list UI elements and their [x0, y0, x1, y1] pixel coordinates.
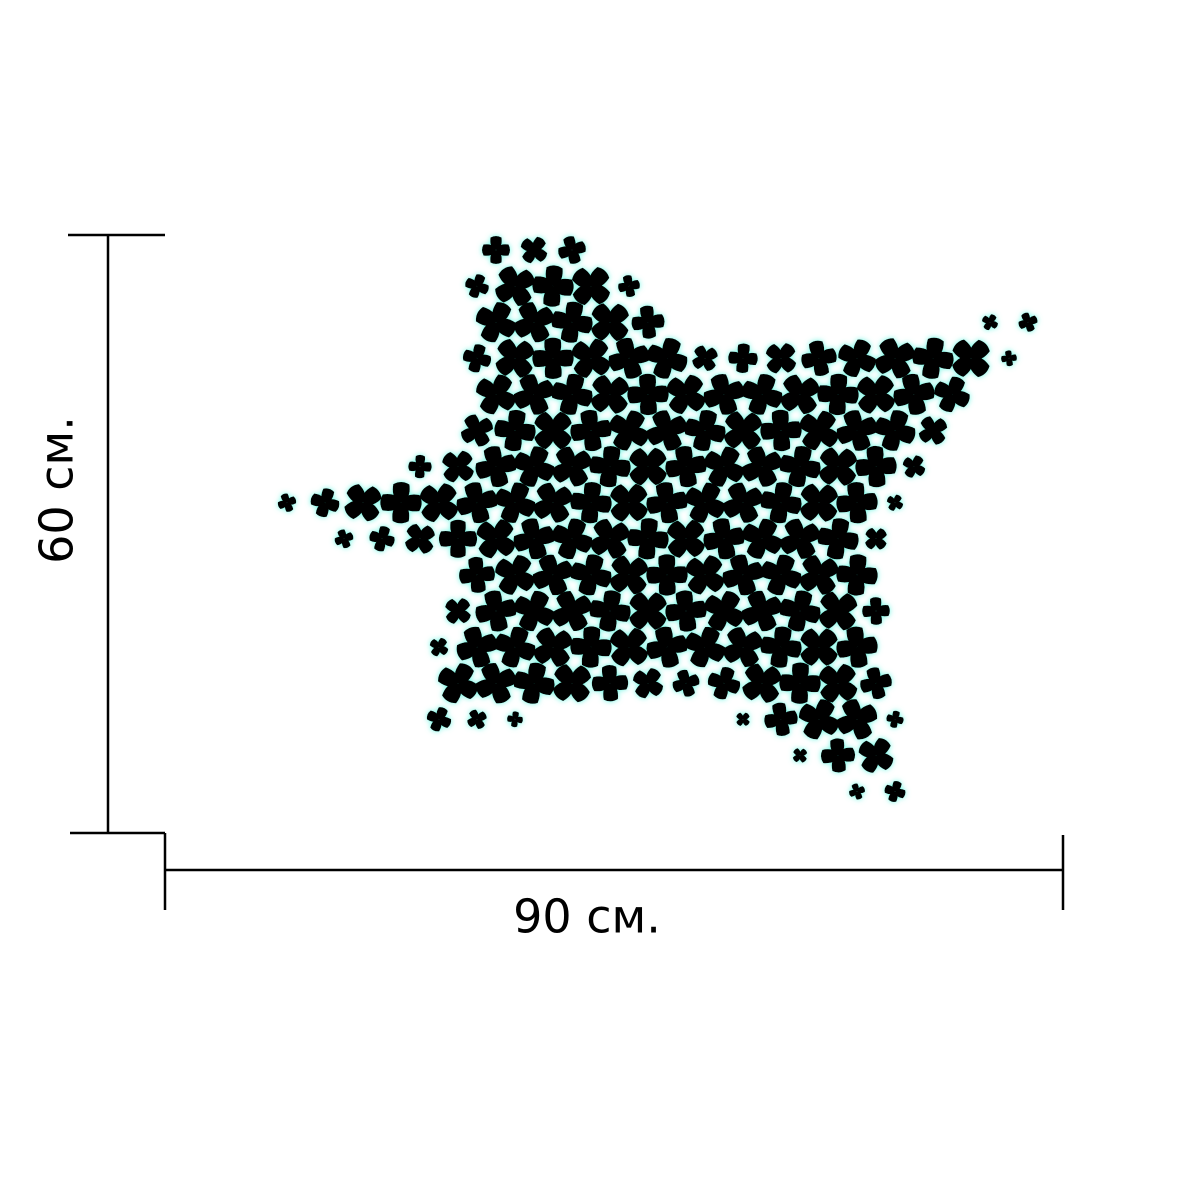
clover: [629, 303, 667, 341]
clover: [761, 700, 801, 739]
clover: [468, 294, 524, 350]
clover: [425, 633, 453, 661]
clover: [912, 409, 954, 452]
clover: [1000, 349, 1018, 368]
clover: [275, 490, 299, 515]
height-label: 60 см.: [30, 416, 84, 564]
clover: [306, 484, 344, 521]
clover: [461, 270, 493, 302]
clover: [457, 555, 497, 595]
clover: [897, 450, 931, 483]
clover: [625, 516, 671, 562]
clover: [834, 552, 880, 597]
clover: [459, 340, 495, 376]
clover: [686, 339, 724, 377]
clover: [668, 665, 704, 701]
clover: [819, 737, 857, 774]
clover: [727, 342, 759, 375]
clover: [422, 703, 456, 736]
clover: [978, 310, 1002, 334]
clover: [379, 481, 423, 524]
clover: [481, 235, 511, 265]
clover: [703, 662, 745, 704]
clover: [853, 444, 899, 489]
clover: [881, 778, 909, 805]
clover: [759, 408, 803, 453]
clover: [590, 664, 630, 703]
clover: [554, 232, 590, 268]
clover: [797, 337, 841, 380]
width-dimension: 90 см.: [163, 833, 1065, 944]
clover: [856, 663, 896, 703]
clover: [531, 337, 575, 380]
clover: [645, 553, 689, 596]
clover: [397, 516, 443, 561]
clover: [883, 491, 907, 515]
clover: [778, 661, 822, 705]
clover: [438, 591, 478, 631]
clover: [530, 263, 576, 309]
star-pattern: [275, 230, 1041, 805]
clover: [366, 522, 398, 555]
clover: [861, 596, 891, 626]
clover: [884, 709, 906, 730]
clover: [407, 454, 433, 479]
clover: [859, 522, 893, 556]
clover: [846, 781, 868, 802]
clover: [732, 708, 754, 730]
clover: [1015, 309, 1041, 335]
clover: [438, 519, 478, 558]
clover: [331, 526, 357, 552]
clover: [833, 623, 881, 671]
clover: [514, 230, 554, 270]
clover: [616, 273, 642, 299]
clover: [626, 372, 670, 416]
clover: [463, 705, 491, 734]
clover: [789, 744, 811, 767]
clover: [626, 661, 670, 706]
clover: [506, 710, 524, 729]
width-label: 90 см.: [513, 890, 661, 944]
height-dimension: 60 см.: [30, 233, 165, 835]
clover: [816, 372, 860, 417]
clover: [569, 625, 613, 669]
